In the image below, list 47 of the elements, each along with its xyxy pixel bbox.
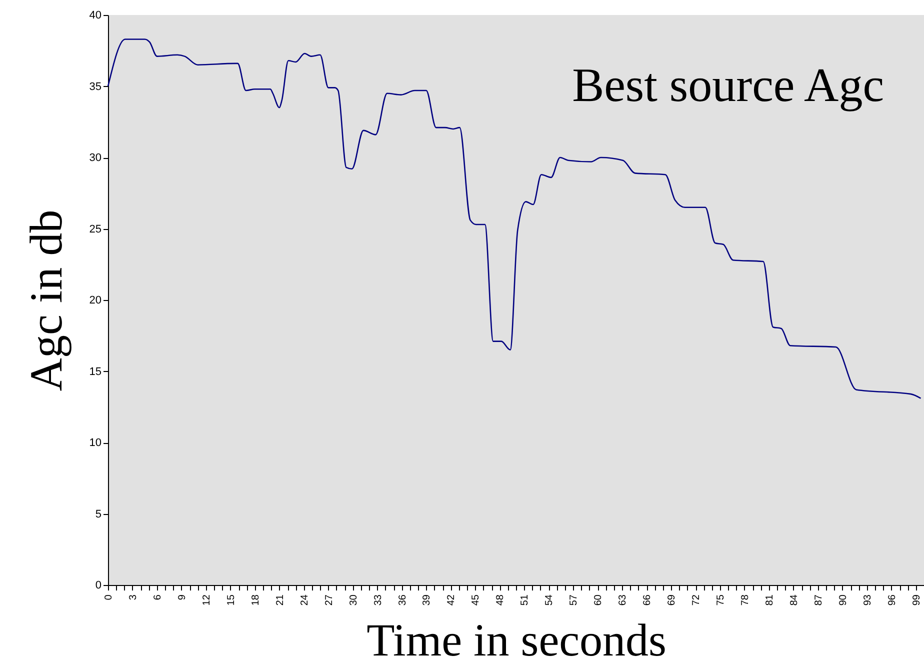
x-axis-title: Time in seconds xyxy=(366,614,666,666)
x-tick-label: 96 xyxy=(886,594,898,606)
x-tick-label: 24 xyxy=(299,594,310,606)
x-tick-label: 33 xyxy=(372,594,384,606)
x-tick-label: 93 xyxy=(862,594,874,606)
x-tick-label: 72 xyxy=(691,594,702,606)
x-tick-label: 81 xyxy=(764,594,776,606)
y-tick-label: 30 xyxy=(89,152,102,164)
y-tick-label: 0 xyxy=(95,580,102,592)
x-tick-label: 90 xyxy=(838,594,849,606)
x-tick-label: 0 xyxy=(104,594,114,600)
y-tick-label: 10 xyxy=(89,437,102,449)
x-tick-label: 54 xyxy=(544,594,556,606)
x-tick-label: 18 xyxy=(250,594,262,606)
x-tick-label: 27 xyxy=(324,594,335,606)
x-tick-label: 99 xyxy=(911,594,922,606)
y-tick-label: 35 xyxy=(89,80,102,93)
x-tick-label: 36 xyxy=(397,594,408,606)
x-tick-label: 66 xyxy=(642,594,654,606)
x-tick-label: 84 xyxy=(788,594,800,606)
x-tick-label: 51 xyxy=(520,594,531,606)
x-tick-label: 57 xyxy=(568,594,580,606)
x-tick-label: 75 xyxy=(716,594,726,606)
annotation: Best source Agc xyxy=(572,59,884,112)
x-tick-label: 45 xyxy=(470,594,482,606)
y-tick-label: 25 xyxy=(89,223,102,236)
x-tick-label: 21 xyxy=(274,594,286,606)
x-tick-label: 15 xyxy=(226,594,237,606)
line-series xyxy=(107,38,922,399)
x-tick-label: 60 xyxy=(593,594,604,606)
y-tick-label: 15 xyxy=(89,366,102,378)
x-tick-label: 3 xyxy=(128,594,139,600)
x-tick-label: 87 xyxy=(813,594,824,606)
x-tick-label: 78 xyxy=(740,594,751,606)
y-tick-label: 5 xyxy=(95,508,102,520)
y-axis-title: Agc in db xyxy=(20,210,72,392)
x-tick-label: 69 xyxy=(666,594,678,606)
x-tick-label: 63 xyxy=(618,594,629,606)
x-tick-label: 6 xyxy=(152,594,164,600)
y-tick-label: 20 xyxy=(89,294,102,306)
y-tick-label: 40 xyxy=(89,10,102,22)
x-tick-label: 12 xyxy=(201,594,212,606)
x-tick-label: 9 xyxy=(176,594,188,600)
x-tick-label: 42 xyxy=(446,594,458,606)
x-tick-label: 30 xyxy=(348,594,360,606)
x-tick-label: 48 xyxy=(495,594,506,606)
x-tick-label: 39 xyxy=(422,594,433,606)
